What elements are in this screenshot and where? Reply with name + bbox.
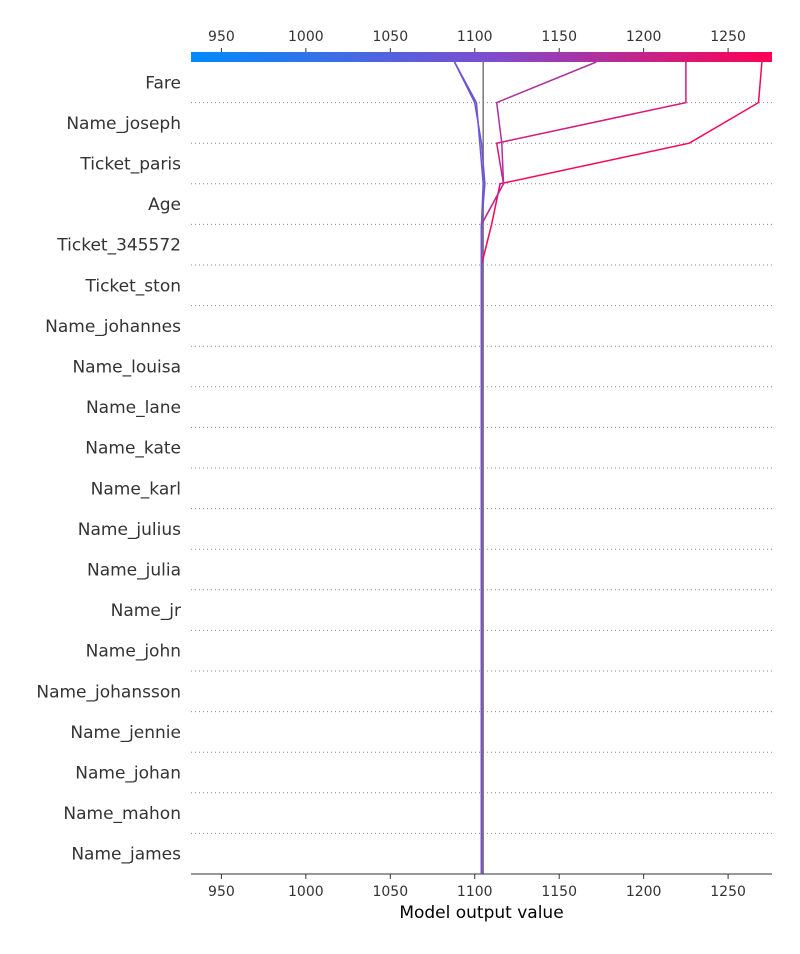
x-tick-label-top: 1250 <box>710 29 746 45</box>
decision-line <box>453 61 484 874</box>
feature-label: Name_john <box>86 642 181 662</box>
feature-label: Name_johan <box>75 764 181 784</box>
x-tick-label-bottom: 1050 <box>372 884 408 900</box>
x-tick-label-top: 1100 <box>457 29 493 45</box>
feature-label: Name_johannes <box>45 317 181 337</box>
feature-label: Name_louisa <box>72 358 181 378</box>
feature-label: Name_lane <box>86 398 181 418</box>
feature-label: Ticket_paris <box>79 155 181 175</box>
feature-label: Name_johansson <box>36 682 181 702</box>
feature-label: Name_julius <box>78 520 181 540</box>
decision-line <box>453 61 486 874</box>
x-tick-label-bottom: 1100 <box>457 884 493 900</box>
x-tick-label-bottom: 1250 <box>710 884 746 900</box>
x-tick-label-bottom: 1200 <box>626 884 662 900</box>
feature-label: Ticket_ston <box>85 276 182 296</box>
feature-label: Ticket_345572 <box>56 236 181 256</box>
x-tick-label-top: 950 <box>208 29 235 45</box>
x-tick-label-bottom: 1150 <box>541 884 577 900</box>
colorbar <box>191 52 772 62</box>
feature-label: Fare <box>145 73 181 93</box>
x-axis-title: Model output value <box>399 903 563 923</box>
x-tick-label-top: 1000 <box>288 29 324 45</box>
x-tick-label-bottom: 950 <box>208 884 235 900</box>
feature-label: Name_james <box>71 845 181 865</box>
x-tick-label-top: 1200 <box>626 29 662 45</box>
feature-label: Name_julia <box>87 561 181 581</box>
x-tick-label-top: 1050 <box>372 29 408 45</box>
feature-label: Name_jr <box>111 601 181 621</box>
feature-label: Name_jennie <box>70 723 181 743</box>
x-tick-label-top: 1150 <box>541 29 577 45</box>
feature-label: Name_mahon <box>63 804 181 824</box>
x-tick-label-bottom: 1000 <box>288 884 324 900</box>
feature-label: Name_kate <box>85 439 181 459</box>
feature-label: Name_karl <box>91 479 181 499</box>
feature-label: Age <box>148 195 181 215</box>
feature-label: Name_joseph <box>66 114 181 134</box>
